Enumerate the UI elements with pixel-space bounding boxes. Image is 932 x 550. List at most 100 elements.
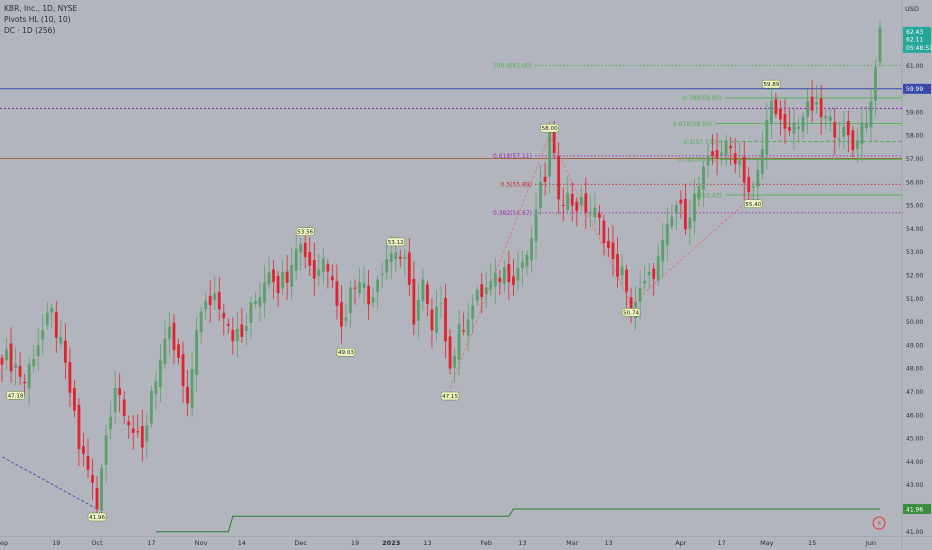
- candle-body[interactable]: [729, 146, 733, 149]
- candle-body[interactable]: [32, 358, 36, 367]
- candle-body[interactable]: [661, 240, 665, 262]
- candle-body[interactable]: [706, 156, 710, 166]
- candle-body[interactable]: [244, 325, 248, 332]
- candle-body[interactable]: [430, 309, 434, 331]
- alert-icon[interactable]: ⚡: [872, 516, 886, 530]
- candle-body[interactable]: [625, 269, 628, 292]
- candle-body[interactable]: [5, 349, 8, 361]
- candle-body[interactable]: [376, 279, 380, 293]
- candle-body[interactable]: [54, 311, 58, 338]
- candle-body[interactable]: [403, 256, 407, 259]
- candle-body[interactable]: [104, 435, 108, 466]
- candle-body[interactable]: [95, 487, 99, 510]
- candle-body[interactable]: [299, 243, 303, 253]
- candle-body[interactable]: [702, 166, 705, 190]
- candle-body[interactable]: [570, 193, 574, 206]
- candle-body[interactable]: [240, 324, 244, 337]
- candle-body[interactable]: [643, 280, 647, 284]
- candle-body[interactable]: [163, 338, 167, 365]
- candle-body[interactable]: [444, 297, 447, 342]
- candle-body[interactable]: [281, 271, 285, 289]
- candle-body[interactable]: [448, 336, 452, 369]
- candle-body[interactable]: [312, 260, 316, 279]
- candle-body[interactable]: [779, 108, 782, 120]
- candle-body[interactable]: [756, 169, 760, 187]
- time-axis[interactable]: Sep 19 Oct 17 Nov 14 Dec 19 2023 13 Feb 13 Mar 13 Apr 1…: [0, 539, 876, 547]
- candle-body[interactable]: [145, 425, 149, 443]
- candle-body[interactable]: [154, 381, 158, 394]
- candle-body[interactable]: [810, 96, 814, 111]
- candle-body[interactable]: [711, 151, 714, 156]
- candle-body[interactable]: [231, 329, 235, 342]
- candle-body[interactable]: [254, 301, 257, 304]
- candle-body[interactable]: [507, 264, 511, 283]
- candle-body[interactable]: [367, 285, 370, 305]
- candle-body[interactable]: [828, 116, 832, 121]
- candle-body[interactable]: [611, 242, 615, 260]
- candle-body[interactable]: [878, 27, 882, 63]
- candle-body[interactable]: [113, 388, 117, 413]
- candle-body[interactable]: [670, 216, 674, 226]
- candle-body[interactable]: [217, 292, 221, 310]
- candle-body[interactable]: [263, 282, 266, 303]
- candle-body[interactable]: [18, 366, 22, 377]
- candle-body[interactable]: [349, 287, 352, 314]
- candle-body[interactable]: [389, 253, 393, 263]
- candle-body[interactable]: [439, 303, 443, 305]
- candle-body[interactable]: [149, 390, 153, 424]
- candle-body[interactable]: [340, 302, 343, 327]
- candle-body[interactable]: [294, 248, 298, 271]
- candle-body[interactable]: [435, 306, 438, 333]
- candle-body[interactable]: [63, 340, 67, 363]
- candle-body[interactable]: [561, 205, 565, 207]
- candle-body[interactable]: [819, 98, 823, 118]
- candle-body[interactable]: [607, 241, 610, 248]
- candle-body[interactable]: [512, 276, 515, 285]
- candle-body[interactable]: [788, 127, 791, 131]
- candle-body[interactable]: [480, 284, 484, 297]
- candle-body[interactable]: [353, 287, 357, 289]
- candle-body[interactable]: [168, 326, 171, 339]
- candle-body[interactable]: [86, 455, 90, 470]
- candle-body[interactable]: [258, 297, 262, 307]
- candle-body[interactable]: [475, 290, 479, 301]
- candle-body[interactable]: [557, 155, 561, 200]
- candle-body[interactable]: [638, 287, 642, 302]
- candle-body[interactable]: [208, 295, 212, 306]
- candle-body[interactable]: [421, 279, 425, 302]
- candle-body[interactable]: [23, 381, 27, 384]
- candle-body[interactable]: [525, 254, 529, 267]
- candle-body[interactable]: [588, 212, 592, 214]
- candle-body[interactable]: [738, 160, 742, 166]
- candle-body[interactable]: [688, 217, 692, 229]
- candle-body[interactable]: [308, 252, 312, 266]
- candle-body[interactable]: [317, 269, 321, 277]
- candle-body[interactable]: [539, 181, 542, 209]
- candle-body[interactable]: [860, 122, 864, 145]
- candle-body[interactable]: [765, 119, 769, 155]
- candle-body[interactable]: [566, 193, 570, 210]
- candle-body[interactable]: [679, 199, 683, 204]
- candle-body[interactable]: [693, 193, 696, 222]
- candle-body[interactable]: [489, 280, 493, 290]
- candle-body[interactable]: [846, 121, 850, 136]
- candle-body[interactable]: [647, 271, 651, 276]
- candle-body[interactable]: [552, 127, 556, 154]
- candle-body[interactable]: [213, 293, 217, 301]
- candle-body[interactable]: [45, 312, 49, 326]
- candle-body[interactable]: [824, 115, 828, 119]
- candle-body[interactable]: [498, 277, 502, 283]
- candle-body[interactable]: [186, 386, 189, 404]
- candle-body[interactable]: [41, 330, 45, 340]
- indicator-donchian[interactable]: DC · 1D (256): [4, 26, 56, 35]
- candle-body[interactable]: [769, 100, 773, 123]
- candle-body[interactable]: [394, 252, 398, 259]
- candle-body[interactable]: [543, 176, 547, 182]
- candle-body[interactable]: [267, 272, 271, 285]
- candle-body[interactable]: [371, 297, 375, 303]
- candle-body[interactable]: [326, 264, 330, 272]
- candlesticks[interactable]: [0, 19, 882, 521]
- candle-body[interactable]: [656, 256, 660, 281]
- candle-body[interactable]: [226, 323, 230, 326]
- candle-body[interactable]: [181, 354, 185, 386]
